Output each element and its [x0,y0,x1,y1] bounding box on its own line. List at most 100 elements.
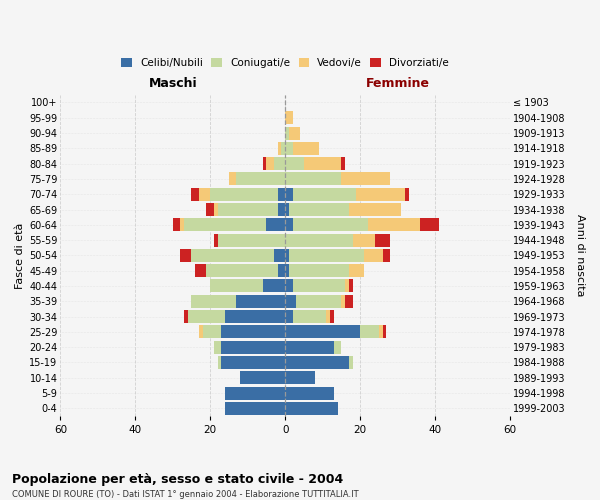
Bar [229,172,236,186]
Bar [203,326,221,338]
Bar [293,188,356,200]
Bar [349,356,353,369]
Bar [285,264,289,277]
Bar [285,142,293,155]
Bar [281,142,285,155]
Bar [285,386,334,400]
Bar [184,218,266,232]
Bar [225,402,285,415]
Bar [289,264,349,277]
Bar [240,371,285,384]
Bar [285,188,293,200]
Bar [274,249,285,262]
Bar [180,249,191,262]
Bar [191,188,199,200]
Bar [420,218,439,232]
Bar [218,203,278,216]
Bar [263,280,285,292]
Bar [353,234,375,246]
Bar [263,157,266,170]
Bar [293,218,368,232]
Bar [285,157,304,170]
Bar [285,172,341,186]
Bar [326,310,330,323]
Bar [218,234,285,246]
Bar [285,402,338,415]
Bar [285,218,293,232]
Bar [214,203,218,216]
Text: Maschi: Maschi [148,78,197,90]
Bar [214,234,218,246]
Bar [285,280,293,292]
Bar [199,326,203,338]
Bar [278,142,281,155]
Bar [345,280,349,292]
Text: Femmine: Femmine [365,78,430,90]
Bar [341,157,345,170]
Bar [278,264,285,277]
Bar [285,295,296,308]
Bar [188,310,225,323]
Bar [195,264,206,277]
Bar [368,218,420,232]
Bar [199,188,210,200]
Bar [236,172,285,186]
Y-axis label: Anni di nascita: Anni di nascita [575,214,585,296]
Bar [285,234,353,246]
Bar [289,203,349,216]
Bar [191,249,274,262]
Bar [296,295,341,308]
Bar [221,356,285,369]
Bar [379,326,383,338]
Text: COMUNE DI ROURE (TO) - Dati ISTAT 1° gennaio 2004 - Elaborazione TUTTITALIA.IT: COMUNE DI ROURE (TO) - Dati ISTAT 1° gen… [12,490,359,499]
Bar [236,295,285,308]
Bar [383,249,390,262]
Bar [206,203,214,216]
Bar [341,295,345,308]
Bar [184,310,188,323]
Bar [383,326,386,338]
Bar [304,157,341,170]
Bar [360,326,379,338]
Bar [349,203,401,216]
Bar [266,157,274,170]
Bar [349,264,364,277]
Bar [278,188,285,200]
Bar [330,310,334,323]
Bar [356,188,405,200]
Bar [405,188,409,200]
Bar [214,340,221,353]
Bar [334,340,341,353]
Bar [221,340,285,353]
Bar [289,126,300,140]
Bar [285,371,315,384]
Bar [274,157,285,170]
Bar [364,249,383,262]
Bar [341,172,390,186]
Y-axis label: Fasce di età: Fasce di età [15,222,25,288]
Bar [285,203,289,216]
Bar [285,356,349,369]
Bar [293,310,326,323]
Bar [173,218,180,232]
Bar [225,386,285,400]
Bar [285,326,360,338]
Bar [191,295,236,308]
Bar [349,280,353,292]
Bar [180,218,184,232]
Bar [285,340,334,353]
Bar [218,356,221,369]
Bar [225,310,285,323]
Text: Popolazione per età, sesso e stato civile - 2004: Popolazione per età, sesso e stato civil… [12,472,343,486]
Bar [285,249,289,262]
Bar [210,280,263,292]
Bar [278,203,285,216]
Bar [375,234,390,246]
Bar [345,295,353,308]
Bar [206,264,278,277]
Bar [221,326,285,338]
Bar [293,142,319,155]
Bar [285,126,289,140]
Bar [285,310,293,323]
Bar [266,218,285,232]
